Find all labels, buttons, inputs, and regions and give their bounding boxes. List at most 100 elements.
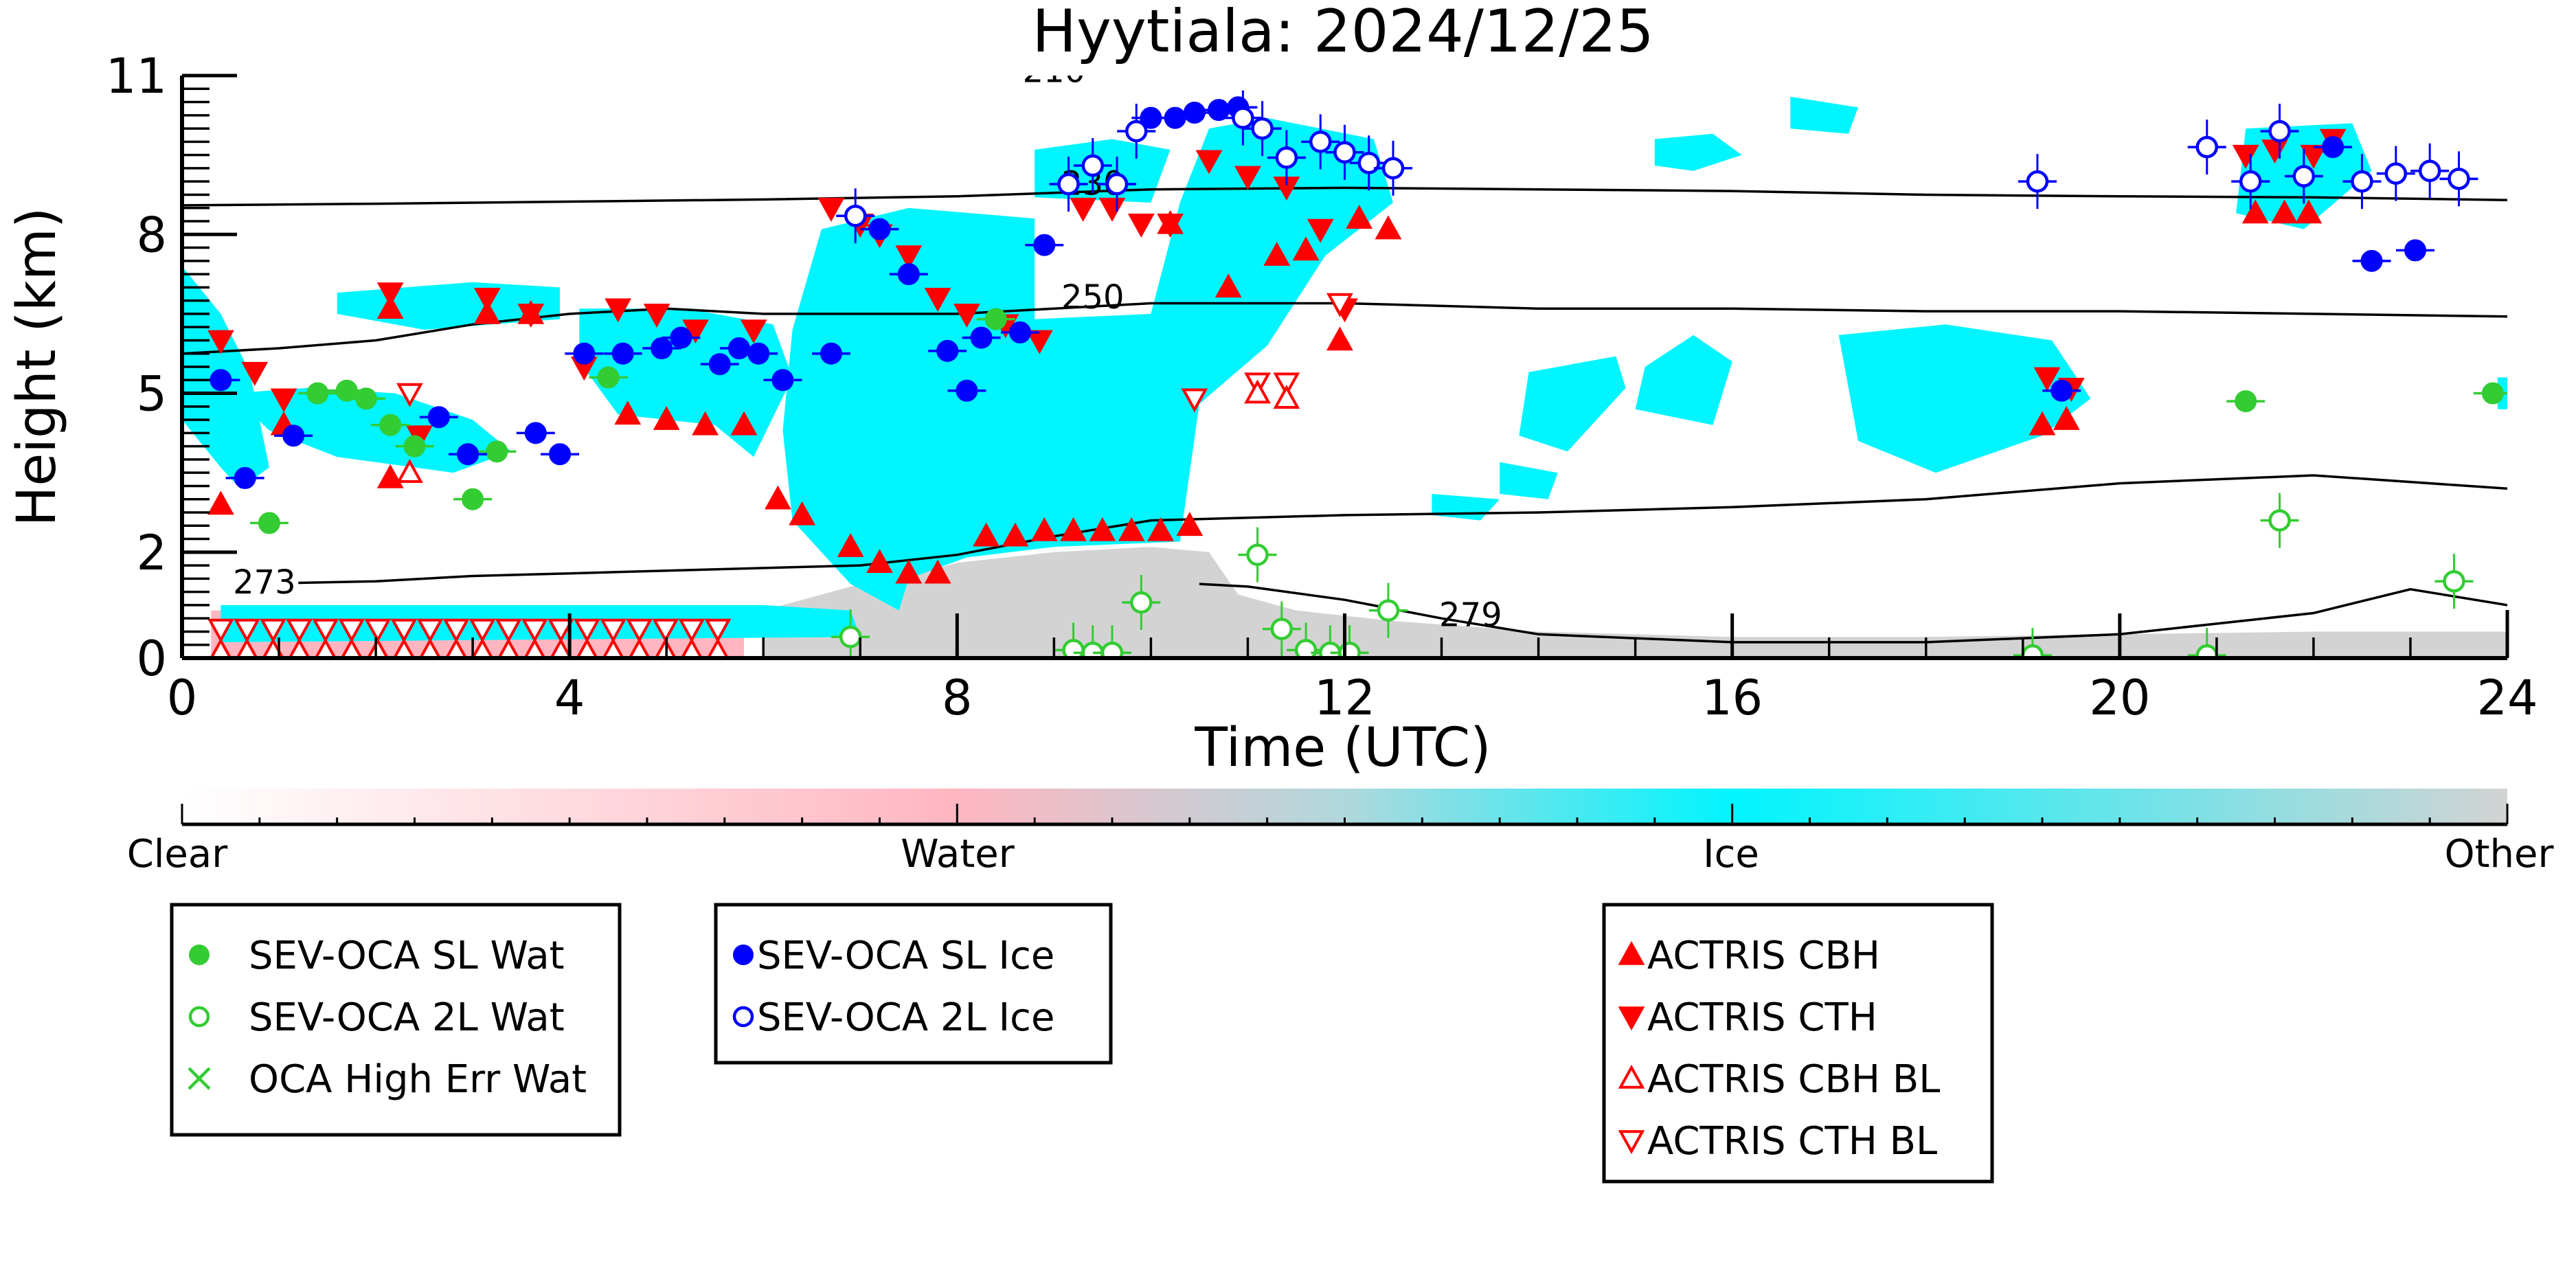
legend-label-sev-oca-2l-wat: SEV-OCA 2L Wat <box>249 995 565 1040</box>
actris-cth-marker <box>1070 197 1097 222</box>
legend-marker-actris-cth-bl <box>1618 1130 1645 1155</box>
data-point <box>282 425 305 447</box>
data-point <box>936 339 959 362</box>
actris-cbh-bl-marker <box>550 637 572 658</box>
data-point <box>1381 157 1405 180</box>
data-point <box>2268 509 2291 532</box>
x-tick-label: 20 <box>2089 670 2150 726</box>
y-tick-label: 5 <box>136 366 167 422</box>
data-point <box>1105 172 1129 196</box>
actris-cbh-marker <box>2271 199 2298 224</box>
actris-cbh-marker <box>473 300 501 324</box>
actris-cbh-marker <box>789 501 816 526</box>
actris-cbh-marker <box>692 411 719 436</box>
y-tick-label: 2 <box>136 525 167 581</box>
legend-box-actris <box>1602 903 1994 1184</box>
data-point <box>2384 162 2408 185</box>
x-tick-label: 16 <box>1702 670 1763 726</box>
data-point <box>1164 106 1186 129</box>
actris-cth-bl-marker <box>626 618 653 643</box>
actris-cth-marker <box>817 197 845 222</box>
actris-cbh-bl-marker <box>628 637 651 658</box>
data-point <box>1033 234 1056 256</box>
actris-cbh-bl-marker <box>471 637 494 658</box>
actris-cbh-bl-marker <box>236 637 258 658</box>
data-point <box>970 326 993 349</box>
data-series <box>201 90 2507 658</box>
actris-cbh-marker <box>924 559 951 584</box>
cloud-region <box>1838 324 2091 473</box>
legend-marker-sev-oca-sl-ice <box>733 945 754 965</box>
data-point <box>2268 120 2291 143</box>
data-point <box>1309 131 1332 153</box>
y-axis-label: Height (km) <box>6 207 68 527</box>
x-tick-label: 12 <box>1314 670 1375 726</box>
cloud-region <box>763 547 2507 658</box>
data-point <box>651 337 673 360</box>
actris-cth-marker <box>2033 367 2061 392</box>
contour-label: 279 <box>1439 596 1502 635</box>
legend-box-water <box>170 903 622 1137</box>
contour-line <box>182 186 2507 207</box>
data-point <box>403 435 426 457</box>
data-point <box>306 382 329 405</box>
actris-cbh-marker <box>207 490 234 515</box>
data-point <box>549 443 572 466</box>
actris-cbh-bl-marker <box>288 637 310 658</box>
actris-cth-marker <box>895 245 923 270</box>
legend-label-sev-oca-2l-ice: SEV-OCA 2L Ice <box>757 995 1054 1040</box>
data-point <box>1333 141 1356 164</box>
actris-cth-bl-marker <box>207 618 234 643</box>
actris-cth-bl-marker <box>547 618 574 643</box>
cloud-region <box>1654 133 1742 171</box>
actris-cth-bl-marker <box>521 618 548 643</box>
actris-cbh-bl-marker <box>210 637 232 658</box>
actris-cbh-marker <box>1002 522 1029 547</box>
contour-label: 210 <box>1023 52 1086 90</box>
data-point <box>1232 106 1254 129</box>
actris-cth-bl-marker <box>468 618 496 643</box>
chart-title: Hyytiala: 2024/12/25 <box>1032 0 1653 66</box>
series-sev-oca-sl-ice <box>201 96 2435 489</box>
data-point <box>210 369 232 392</box>
cloud-region <box>1500 462 1558 499</box>
data-point <box>956 379 978 402</box>
legend-actris: ACTRIS CBH ACTRIS CTH ACTRIS CBH BL ACTRIS … <box>1602 903 1994 1184</box>
data-point <box>820 342 842 365</box>
actris-cth-marker <box>207 330 234 354</box>
actris-cth-bl-marker <box>416 618 444 643</box>
actris-cth-bl-marker <box>1326 293 1353 317</box>
data-point <box>354 387 377 410</box>
actris-cbh-marker <box>1147 517 1174 541</box>
actris-cth-marker <box>517 304 545 328</box>
data-point <box>2021 644 2044 658</box>
actris-cth-marker <box>1195 150 1223 174</box>
data-point <box>897 263 920 286</box>
actris-cbh-marker <box>376 295 404 319</box>
actris-cbh-marker <box>2295 199 2323 224</box>
cloud-region <box>1635 335 1732 425</box>
actris-cbh-bl-marker <box>680 637 703 658</box>
data-point <box>2481 382 2504 405</box>
data-point <box>2443 569 2465 593</box>
data-point <box>611 342 634 365</box>
data-point <box>1081 154 1105 177</box>
actris-cbh-bl-marker <box>366 637 389 658</box>
actris-cbh-marker <box>614 400 642 425</box>
actris-cbh-bl-marker <box>314 637 337 658</box>
data-point <box>2418 159 2441 183</box>
data-point <box>524 422 547 444</box>
actris-cth-marker <box>2300 144 2327 169</box>
actris-cbh-marker <box>895 559 923 584</box>
actris-cbh-marker <box>1292 236 1320 261</box>
actris-cbh-marker <box>1089 517 1116 541</box>
data-point <box>839 625 862 648</box>
data-point <box>2050 379 2073 402</box>
cloud-region <box>1790 96 1858 134</box>
series-sev-oca-2l-wat <box>831 493 2474 658</box>
data-point <box>427 406 450 429</box>
actris-cth-bl-marker <box>286 618 313 643</box>
actris-cbh-bl-marker <box>444 637 468 658</box>
actris-cth-bl-marker <box>574 618 600 643</box>
colorbar-label-water: Water <box>901 832 1015 877</box>
